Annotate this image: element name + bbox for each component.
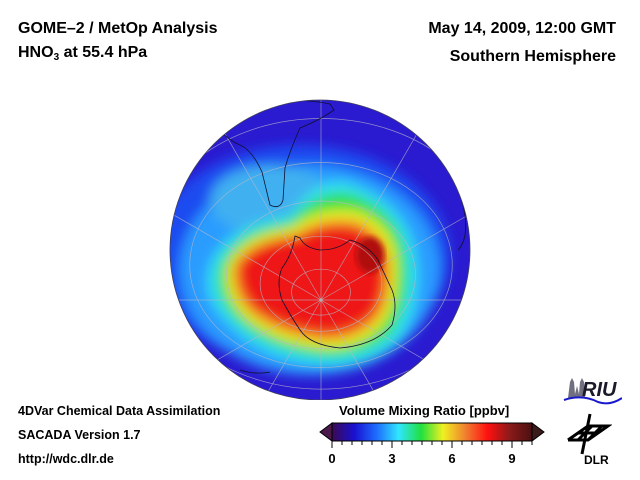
dlr-logo-text: DLR [584, 453, 609, 466]
meridian-line [320, 299, 452, 400]
pressure-level: at 55.4 hPa [59, 44, 148, 61]
colorbar-gradient [331, 422, 533, 442]
latitude-circle [189, 162, 453, 368]
meridian-line [190, 299, 322, 400]
coast-australia-edge [239, 369, 271, 374]
cathedral-icon [568, 378, 585, 398]
colorbar-tick-label: 0 [328, 451, 336, 466]
species-name: HNO [18, 44, 54, 61]
colorbar-extend-low [319, 422, 333, 442]
latitude-circle [259, 235, 383, 332]
coast-antarctica [278, 235, 396, 349]
species-subscript: 3 [53, 52, 60, 63]
meridian-line [170, 169, 322, 301]
globe-field [170, 100, 470, 400]
meridian-line [320, 169, 470, 301]
riu-wave-icon [563, 396, 622, 405]
species-level-title: HNO3 at 55.4 hPa [18, 44, 147, 63]
polar-globe-map [169, 99, 471, 400]
latitude-circle [226, 200, 416, 349]
riu-logo-text: RIU [582, 379, 617, 401]
colorbar-tick-label: 6 [448, 451, 456, 466]
footer-version: SACADA Version 1.7 [18, 428, 141, 442]
south-pole-marker [319, 298, 323, 302]
colorbar-tick-label: 3 [388, 451, 396, 466]
dlr-logo: DLR [567, 413, 612, 466]
analysis-date: May 14, 2009, 12:00 GMT [428, 20, 616, 37]
latitude-circle [291, 268, 351, 316]
footer-url-link[interactable]: http://wdc.dlr.de [18, 452, 114, 466]
dlr-emblem-icon [567, 413, 612, 455]
colorbar-extend-high [531, 422, 545, 442]
product-title: GOME–2 / MetOp Analysis [18, 20, 218, 37]
colorbar-tick-label: 9 [508, 451, 516, 466]
footer-method: 4DVar Chemical Data Assimilation [18, 404, 221, 418]
field-red-core [239, 227, 384, 333]
riu-logo: RIU [563, 378, 622, 405]
colorbar [319, 422, 545, 448]
graticule [170, 100, 470, 400]
colorbar-ticks [331, 441, 533, 448]
colorbar-title: Volume Mixing Ratio [ppbv] [339, 403, 510, 418]
globe-outline [169, 99, 471, 400]
hemisphere-label: Southern Hemisphere [449, 48, 616, 65]
